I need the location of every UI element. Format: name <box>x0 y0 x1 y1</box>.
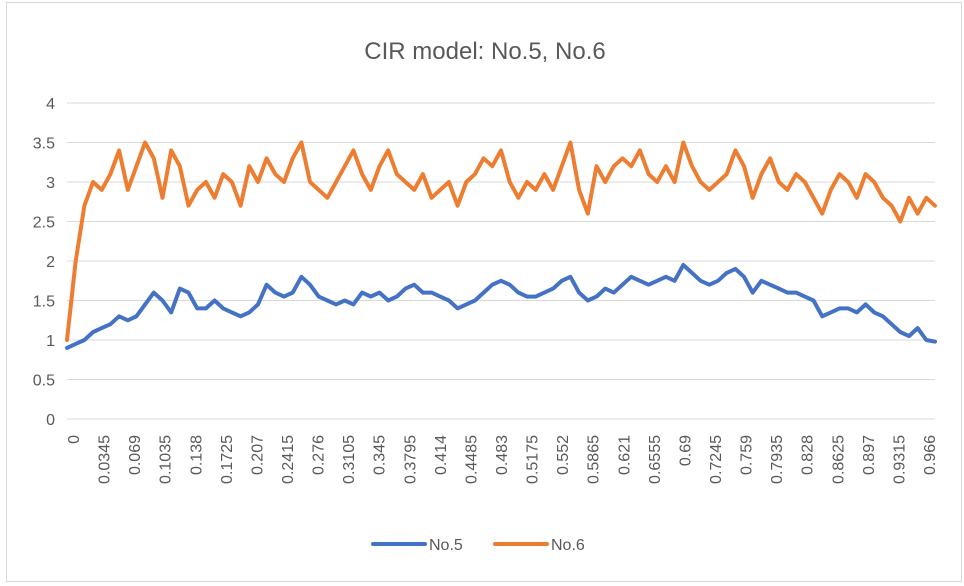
x-tick-label: 0.2415 <box>280 435 297 484</box>
x-tick-label: 0.4485 <box>463 435 480 484</box>
x-tick-label: 0.069 <box>127 435 144 475</box>
plot-area-series <box>65 140 937 350</box>
y-tick-label: 4 <box>46 96 55 113</box>
x-tick-label: 0.3795 <box>402 435 419 484</box>
series-line-No.6 <box>65 140 937 342</box>
x-tick-label: 0.0345 <box>97 435 114 484</box>
y-tick-label: 3.5 <box>33 136 55 153</box>
x-tick-label: 0.897 <box>861 435 878 475</box>
x-tick-label: 0.1035 <box>158 435 175 484</box>
legend-label-No.6: No.6 <box>551 537 585 554</box>
x-tick-label: 0.9315 <box>891 435 908 484</box>
x-tick-label: 0.5175 <box>525 435 542 484</box>
x-tick-label: 0.759 <box>739 435 756 475</box>
x-tick-label: 0.207 <box>249 435 266 475</box>
x-tick-label: 0.966 <box>922 435 939 475</box>
y-axis-tick-labels: 0 0.5 1 1.5 2 2.5 3 3.5 4 <box>33 96 55 429</box>
x-tick-label: 0.138 <box>188 435 205 475</box>
x-tick-label: 0.828 <box>800 435 817 475</box>
x-tick-label: 0.483 <box>494 435 511 475</box>
x-tick-label: 0.552 <box>555 435 572 475</box>
legend: No.5 No.6 <box>371 537 585 554</box>
x-tick-label: 0.7935 <box>769 435 786 484</box>
x-tick-label: 0.621 <box>616 435 633 475</box>
y-tick-label: 2 <box>46 254 55 271</box>
x-tick-label: 0.3105 <box>341 435 358 484</box>
x-axis-tick-labels: 0 0.0345 0.069 0.1035 0.138 0.1725 0.207 0.2415… <box>66 435 939 484</box>
x-tick-label: 0.5865 <box>586 435 603 484</box>
x-tick-label: 0.1725 <box>219 435 236 484</box>
y-tick-label: 2.5 <box>33 215 55 232</box>
x-tick-label: 0.69 <box>677 435 694 466</box>
x-tick-label: 0.276 <box>311 435 328 475</box>
x-tick-label: 0.414 <box>433 435 450 475</box>
legend-label-No.5: No.5 <box>429 537 463 554</box>
y-tick-label: 0 <box>46 412 55 429</box>
x-tick-label: 0.6555 <box>647 435 664 484</box>
x-tick-label: 0.345 <box>372 435 389 475</box>
y-tick-label: 1.5 <box>33 294 55 311</box>
x-tick-label: 0 <box>66 435 83 444</box>
chart-area[interactable]: CIR model: No.5, No.6 0 0.5 1 1.5 2 2.5 3 3.5 4 … <box>6 2 962 582</box>
y-tick-label: 0.5 <box>33 373 55 390</box>
chart-canvas: CIR model: No.5, No.6 00.511.522.533.54 … <box>33 38 939 554</box>
series-line-No.5 <box>65 263 937 350</box>
chart-title: CIR model: No.5, No.6 <box>364 38 605 65</box>
x-tick-label: 0.8625 <box>830 435 847 484</box>
x-tick-label: 0.7245 <box>708 435 725 484</box>
y-tick-label: 3 <box>46 175 55 192</box>
y-tick-label: 1 <box>46 333 55 350</box>
